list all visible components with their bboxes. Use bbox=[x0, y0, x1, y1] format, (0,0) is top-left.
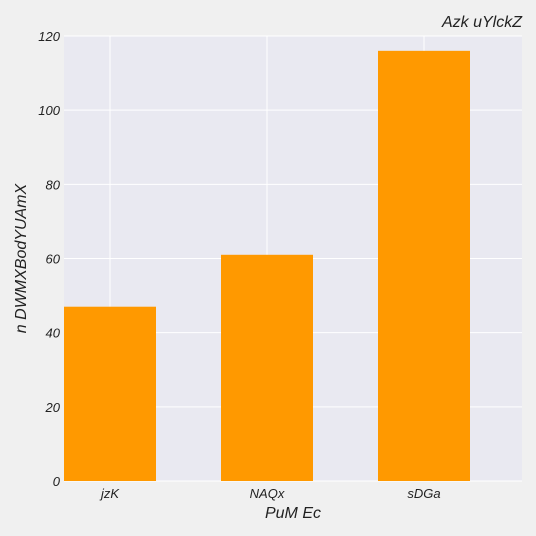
y-tick-label: 100 bbox=[38, 103, 60, 118]
x-tick-label: jzK bbox=[99, 486, 120, 501]
bar-jzk bbox=[64, 306, 156, 481]
bars bbox=[64, 50, 470, 481]
x-axis-ticks: jzK NAQx sDGa bbox=[99, 486, 441, 501]
y-axis-label: n DWMXBodYUAmX bbox=[13, 182, 30, 333]
y-axis-ticks: 0 20 40 60 80 100 120 bbox=[38, 29, 60, 489]
y-tick-label: 80 bbox=[46, 177, 61, 192]
y-tick-label: 40 bbox=[46, 326, 61, 341]
bar-naqx bbox=[221, 254, 313, 481]
x-tick-label: sDGa bbox=[407, 486, 440, 501]
y-tick-label: 60 bbox=[46, 252, 61, 267]
y-tick-label: 120 bbox=[38, 29, 60, 44]
chart-title: Azk uYlckZ bbox=[441, 14, 523, 31]
y-tick-label: 20 bbox=[45, 400, 61, 415]
bar-sdga bbox=[378, 50, 470, 481]
x-tick-label: NAQx bbox=[250, 486, 285, 501]
y-tick-label: 0 bbox=[53, 474, 61, 489]
x-axis-label: PuM Ec bbox=[265, 505, 321, 522]
